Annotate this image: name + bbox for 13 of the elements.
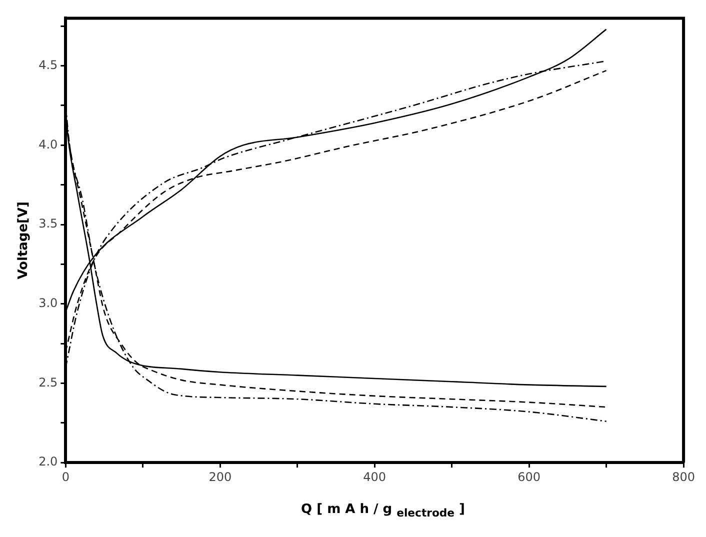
y-tick-label: 2.5 <box>38 375 58 390</box>
x-tick-label: 0 <box>62 470 70 484</box>
x-tick-label: 200 <box>208 470 232 484</box>
y-tick-label: 2.0 <box>38 454 58 469</box>
x-tick-label: 400 <box>363 470 386 484</box>
x-tick-label: 800 <box>672 470 695 484</box>
y-tick-label: 4.0 <box>38 137 58 152</box>
y-tick-label: 3.0 <box>38 296 58 310</box>
x-tick-label: 600 <box>518 470 541 484</box>
y-axis-title: Voltage[V] <box>16 202 32 280</box>
x-axis-title: Q [ m A h / g $_{electrode}$ ] <box>300 502 466 520</box>
y-tick-label: 3.5 <box>38 216 58 231</box>
y-tick-label: 4.5 <box>38 58 58 72</box>
